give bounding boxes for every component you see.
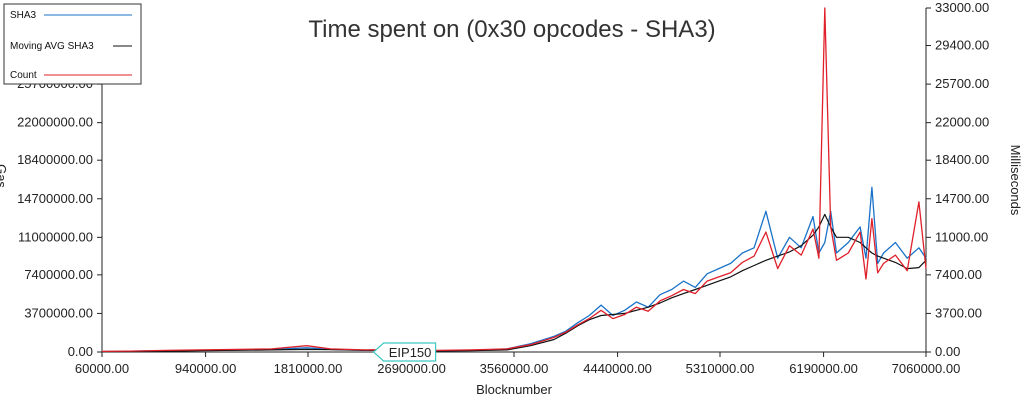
x-tick-label: 3560000.00 — [480, 361, 549, 376]
y-left-tick-label: 11000000.00 — [18, 229, 93, 244]
legend: SHA3 Moving AVG SHA3 Count — [3, 3, 142, 85]
x-tick-label: 940000.00 — [175, 361, 236, 376]
y-right-axis-ticks: 0.00 3700.00 7400.00 11000.00 14700.00 18400.… — [926, 0, 989, 359]
y-right-axis-title: Milliseconds — [1008, 145, 1023, 216]
x-tick-label: 7060000.00 — [892, 361, 961, 376]
y-right-tick-label: 0.00 — [935, 344, 960, 359]
series-line-count — [101, 7, 927, 353]
x-tick-label: 5310000.00 — [686, 361, 755, 376]
y-left-tick-label: 18400000.00 — [17, 152, 93, 167]
series-layer — [101, 7, 927, 353]
y-right-tick-label: 14700.00 — [935, 191, 989, 206]
annotation-label: EIP150 — [389, 345, 432, 360]
x-axis-ticks: 60000.00 940000.00 1810000.00 2690000.00 356… — [75, 352, 960, 376]
legend-box — [3, 3, 142, 85]
y-right-tick-label: 29400.00 — [935, 38, 989, 53]
legend-label-sha3: SHA3 — [10, 10, 37, 21]
y-left-tick-label: 0.00 — [68, 344, 93, 359]
y-right-tick-label: 25700.00 — [935, 76, 989, 91]
y-right-tick-label: 22000.00 — [935, 115, 989, 130]
y-left-axis-ticks: 0.00 3700000.00 7400000.00 11000000.00 14700… — [17, 76, 102, 359]
annotation-flag — [372, 342, 437, 362]
x-tick-label: 2690000.00 — [377, 361, 446, 376]
series-line-moving-avg — [101, 213, 927, 353]
y-left-tick-label: 3700000.00 — [24, 305, 93, 320]
x-tick-label: 6190000.00 — [789, 361, 858, 376]
y-right-tick-label: 11000.00 — [935, 229, 988, 244]
y-right-tick-label: 7400.00 — [935, 267, 982, 282]
eip150-annotation: EIP150 — [372, 342, 437, 362]
y-left-tick-label: 14700000.00 — [17, 191, 93, 206]
x-tick-label: 60000.00 — [75, 361, 129, 376]
y-right-tick-label: 3700.00 — [935, 305, 982, 320]
legend-label-moving-avg: Moving AVG SHA3 — [10, 41, 94, 52]
y-left-tick-label: 7400000.00 — [24, 267, 93, 282]
y-left-axis-title: Gas — [0, 164, 9, 188]
y-right-tick-label: 33000.00 — [935, 0, 989, 15]
y-left-tick-label: 22000000.00 — [17, 115, 93, 130]
series-line-sha3 — [101, 186, 927, 353]
chart-title: Time spent on (0x30 opcodes - SHA3) — [308, 16, 715, 43]
x-tick-label: 4440000.00 — [583, 361, 652, 376]
x-tick-label: 1810000.00 — [274, 361, 343, 376]
y-right-tick-label: 18400.00 — [935, 152, 989, 167]
x-axis-title: Blocknumber — [476, 382, 553, 397]
legend-label-count: Count — [10, 70, 37, 81]
